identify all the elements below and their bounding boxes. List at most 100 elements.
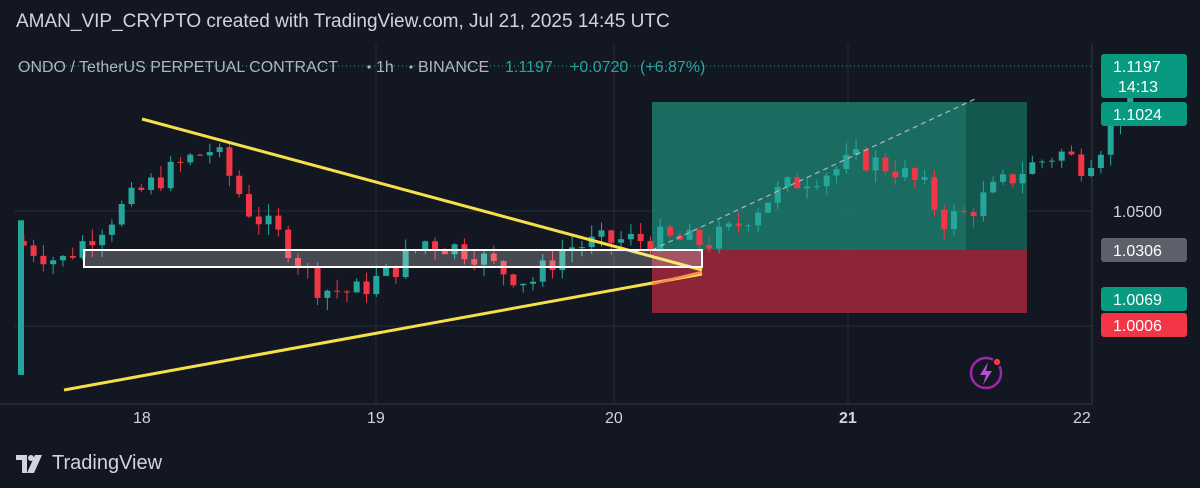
triangle-apex-marker: [651, 270, 703, 286]
candle-body: [226, 147, 233, 176]
candles: [18, 58, 1134, 375]
candle-body: [510, 274, 517, 286]
candle-body: [294, 257, 301, 267]
legend-interval: 1h: [376, 59, 394, 76]
candle-body: [197, 154, 204, 156]
tradingview-logo: TradingView: [16, 452, 162, 475]
candle-body: [471, 259, 478, 265]
tradingview-wordmark: TradingView: [52, 452, 163, 474]
candle-body: [725, 223, 732, 227]
candle-body: [716, 226, 722, 249]
candle-body: [745, 225, 752, 227]
candle-body: [902, 168, 909, 178]
candle-body: [69, 255, 76, 258]
candle-body: [461, 244, 468, 260]
profit-zone[interactable]: [652, 102, 1027, 250]
candle-body: [931, 177, 938, 210]
loss-zone[interactable]: [652, 250, 1027, 313]
footer-bar: [0, 440, 1200, 488]
stop-loss-value: 1.0006: [1113, 318, 1162, 335]
stop-loss-label: [1101, 313, 1187, 337]
candle-body: [275, 215, 282, 230]
candle-body: [862, 149, 869, 171]
candle-body: [588, 236, 595, 248]
candle-body: [18, 220, 24, 375]
candle-body: [285, 229, 292, 258]
legend-symbol: ONDO / TetherUS PERPETUAL CONTRACT: [18, 59, 338, 76]
candle-body: [1078, 154, 1085, 176]
candle-body: [549, 260, 556, 271]
lightning-icon-ring: [969, 356, 1003, 390]
candle-body: [481, 253, 487, 265]
time-tick: 21: [839, 410, 857, 427]
candle-body: [50, 260, 57, 265]
time-tick: 18: [133, 410, 151, 427]
candle-body: [1048, 160, 1055, 162]
position-zones[interactable]: [652, 102, 1027, 313]
candle-body: [774, 186, 781, 203]
candle-body: [696, 230, 703, 246]
price-axis-labels[interactable]: 1.1197 14:13 1.1024 1.0500 1.0306 1.0069…: [1101, 54, 1187, 337]
candle-body: [118, 204, 125, 225]
candle-body: [960, 211, 967, 213]
candle-body: [1058, 151, 1065, 161]
candle-body: [1068, 151, 1075, 155]
candle-body: [40, 255, 47, 265]
candle-body: [667, 226, 674, 236]
candle-body: [647, 241, 654, 251]
candle-body: [980, 192, 987, 217]
candle-body: [853, 149, 860, 155]
legend-last-price: 1.1197: [505, 59, 553, 76]
range-box[interactable]: [83, 249, 703, 268]
candle-body: [441, 249, 448, 255]
candle-body: [187, 154, 194, 163]
candle-body: [392, 265, 399, 278]
candle-body: [921, 177, 928, 180]
drawings[interactable]: [18, 65, 1092, 392]
candle-body: [1097, 154, 1104, 169]
candle-body: [892, 171, 899, 178]
lightning-icon[interactable]: [969, 356, 1003, 390]
candle-body: [598, 230, 605, 237]
legend-exchange: BINANCE: [418, 59, 489, 76]
candle-body: [735, 223, 742, 226]
candle-body: [578, 247, 585, 249]
candle-body: [559, 251, 566, 271]
candle-body: [1088, 168, 1095, 176]
candle-body: [314, 266, 321, 298]
profit-zone-shade: [966, 102, 1027, 250]
legend-separator: [409, 65, 413, 69]
candle-body: [843, 154, 850, 169]
notification-dot: [992, 357, 1002, 367]
triangle-lower-trendline[interactable]: [63, 272, 703, 392]
candle-body: [970, 211, 977, 217]
candle-body: [59, 255, 66, 261]
candle-body: [755, 212, 762, 226]
candle-body: [911, 168, 918, 180]
candle-body: [236, 175, 243, 195]
header-bar: AMAN_VIP_CRYPTO created with TradingView…: [0, 0, 1200, 44]
time-axis[interactable]: 18 19 20 21 22: [133, 410, 1091, 427]
candle-body: [157, 177, 164, 189]
take-profit-label: [1101, 102, 1187, 126]
candle-body: [813, 186, 820, 188]
candle-body: [108, 224, 115, 235]
candle-body: [1039, 161, 1046, 163]
candle-body: [1009, 174, 1016, 184]
candle-body: [539, 260, 546, 282]
candle-body: [686, 230, 693, 240]
price-chart[interactable]: ONDO / TetherUS PERPETUAL CONTRACT 1h BI…: [0, 44, 1200, 440]
candle-body: [30, 245, 37, 256]
candle-body: [784, 177, 791, 187]
candle-body: [265, 215, 272, 225]
legend-separator: [367, 65, 371, 69]
candle-body: [334, 290, 341, 292]
candle-body: [246, 194, 252, 217]
candle-body: [148, 177, 155, 190]
level-value: 1.0069: [1113, 292, 1162, 309]
candle-body: [490, 253, 497, 261]
triangle-upper-trendline[interactable]: [141, 117, 703, 272]
last-price-value: 1.1197: [1113, 59, 1161, 76]
candle-body: [804, 186, 811, 189]
candle-body: [343, 291, 350, 293]
